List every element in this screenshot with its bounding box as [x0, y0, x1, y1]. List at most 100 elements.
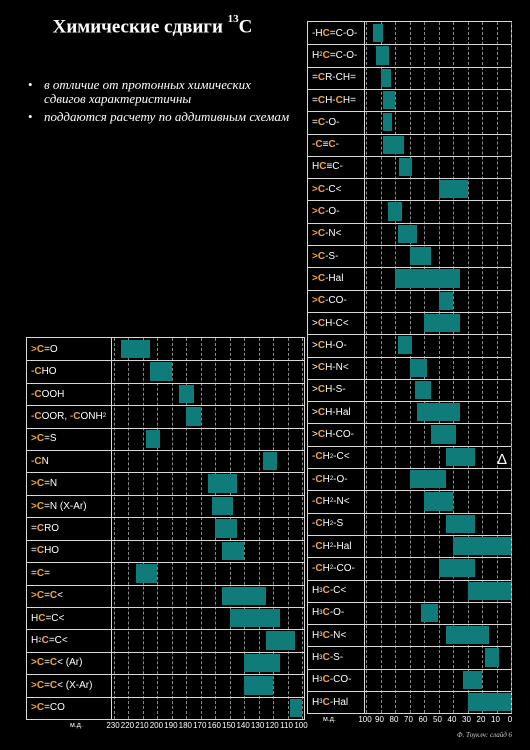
- shift-range-bar: [208, 474, 237, 493]
- row-label: H 2 C =C<: [31, 635, 68, 647]
- grid-line: [467, 22, 469, 714]
- row-label: > C H-S-: [312, 384, 346, 396]
- footer-credit: Ф. Тоуклч: слайд 6: [456, 731, 512, 739]
- row-separator: [308, 222, 511, 224]
- axis-tick-label: 220: [120, 720, 135, 730]
- row-separator: [308, 245, 511, 246]
- row-separator: [27, 696, 304, 698]
- shift-range-bar: [438, 180, 468, 199]
- row-label: > C -C<: [312, 183, 342, 195]
- grid-line: [482, 22, 483, 714]
- row-separator: [308, 111, 511, 113]
- grid-line: [128, 338, 130, 719]
- row-label: - C H 2 -S: [312, 518, 344, 530]
- row-label: >C =N: [31, 478, 58, 490]
- shift-range-bar: [373, 24, 384, 43]
- row-label: >C =O: [31, 343, 58, 355]
- axis-tick-label: 30: [462, 715, 471, 725]
- row-separator: [308, 624, 511, 626]
- row-label: >C = C < (X-Ar): [31, 679, 93, 691]
- axis-unit-label: м.д.: [70, 721, 83, 729]
- axis-tick-label: 10: [491, 715, 500, 725]
- row-label: H C =C<: [31, 612, 65, 624]
- title-isotope: 13: [227, 13, 239, 25]
- chart-panel-left: >C =O - C HO - C OOH - C OOR, - C ONH 2 >C =S - C N >C =N >C =…: [26, 337, 305, 720]
- grid-line: [380, 22, 382, 714]
- row-label: > C -Hal: [312, 272, 344, 284]
- row-separator: [308, 133, 511, 135]
- shift-range-bar: [397, 224, 417, 243]
- row-separator: [27, 674, 304, 676]
- row-label: - C H 2 -O-: [312, 473, 348, 485]
- row-separator: [308, 289, 511, 291]
- row-separator: [27, 405, 304, 407]
- row-separator: [308, 445, 511, 447]
- axis-tick-label: 210: [135, 720, 149, 730]
- row-label: H 3 C -N<: [312, 629, 347, 641]
- row-separator: [308, 646, 511, 648]
- shift-range-bar: [376, 46, 390, 65]
- axis-tick-label: 230: [106, 720, 120, 730]
- row-separator: [308, 155, 511, 157]
- row-separator: [308, 356, 511, 358]
- shift-range-bar: [244, 676, 274, 695]
- shift-range-bar: [383, 113, 393, 132]
- row-separator: [308, 601, 511, 603]
- row-separator: [308, 668, 511, 670]
- shift-range-bar: [445, 447, 475, 466]
- row-label: >C = C < (Ar): [31, 657, 83, 669]
- shift-range-bar: [262, 452, 278, 471]
- shift-range-bar: [409, 247, 432, 266]
- row-label: > C H-N<: [312, 362, 349, 374]
- grid-line: [273, 338, 275, 719]
- shift-range-bar: [244, 653, 281, 673]
- row-label: > C H-C<: [312, 317, 349, 329]
- chart-panel-right: -H C =C-O- H 2 C =C-O- = C R-CH= = C H- C H= = C -O- - C ≡ C -…: [307, 21, 512, 715]
- shift-range-bar: [453, 536, 511, 556]
- row-separator: [308, 334, 511, 336]
- delta-symbol: Δ: [497, 451, 508, 468]
- axis-tick-label: 40: [447, 715, 457, 725]
- shift-range-bar: [424, 492, 453, 511]
- shift-range-bar: [409, 358, 427, 377]
- row-label: H 3 C -CO-: [312, 674, 352, 686]
- row-separator: [27, 494, 304, 496]
- row-separator: [308, 534, 511, 536]
- grid-line: [258, 338, 260, 719]
- shift-range-bar: [150, 362, 172, 381]
- grid-line: [186, 338, 188, 719]
- row-label: -H C =C-O-: [312, 27, 358, 39]
- row-label: H 3 C -O-: [312, 607, 345, 619]
- grid-line: [142, 338, 144, 719]
- row-label: H 3 C -Hal: [312, 696, 349, 708]
- bullet-list: в отличие от протонных химических сдвиго…: [28, 78, 293, 128]
- shift-range-bar: [463, 670, 482, 689]
- row-label: - C OOH: [31, 388, 65, 400]
- row-label: >C = C <: [31, 590, 63, 602]
- shift-range-bar: [484, 648, 500, 667]
- grid-line: [366, 22, 367, 714]
- shift-range-bar: [135, 564, 158, 583]
- label-column-separator: [111, 338, 112, 719]
- axis-tick-label: 20: [476, 715, 486, 725]
- title-text: Химические сдвиги: [52, 16, 228, 38]
- row-separator: [308, 66, 511, 68]
- axis-tick-label: 100: [358, 715, 372, 725]
- shift-range-bar: [383, 90, 395, 110]
- title-element: C: [238, 16, 253, 38]
- row-label: = C RO: [31, 522, 60, 534]
- row-separator: [27, 382, 304, 384]
- shift-range-bar: [222, 541, 245, 561]
- row-label: = C HO: [31, 545, 60, 557]
- shift-range-bar: [387, 202, 403, 221]
- row-label: > C -CO-: [312, 295, 347, 307]
- grid-line: [395, 22, 396, 714]
- axis-tick-label: 60: [418, 715, 428, 725]
- shift-range-bar: [415, 380, 432, 400]
- shift-range-bar: [380, 68, 391, 87]
- shift-range-bar: [438, 291, 453, 310]
- shift-range-bar: [438, 559, 475, 578]
- row-label: - C H 2 -N<: [312, 495, 350, 507]
- axis-tick-label: 150: [222, 720, 236, 730]
